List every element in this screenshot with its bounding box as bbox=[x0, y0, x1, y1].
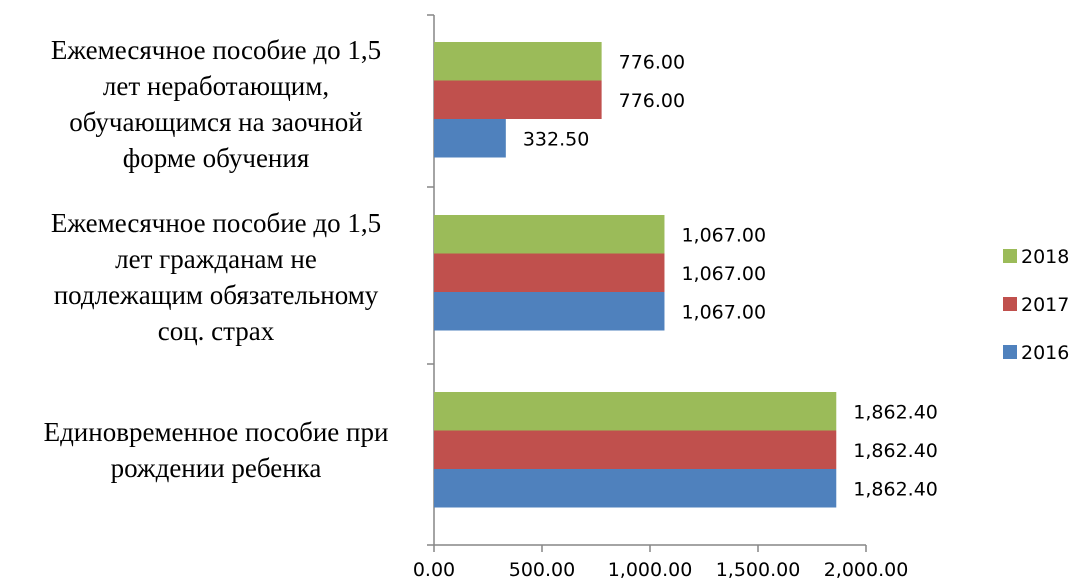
data-label: 776.00 bbox=[619, 90, 685, 112]
category-label: лет неработающим, bbox=[103, 71, 329, 101]
category-label: рождении ребенка bbox=[111, 453, 322, 483]
data-label: 1,862.40 bbox=[853, 401, 938, 423]
data-label: 1,067.00 bbox=[681, 301, 766, 323]
bar-2018 bbox=[434, 215, 665, 254]
legend-label: 2017 bbox=[1021, 294, 1069, 316]
category-label: лет гражданам не bbox=[115, 244, 317, 274]
bar-2017 bbox=[434, 80, 602, 119]
x-tick-label: 1,500.00 bbox=[716, 559, 801, 581]
category-label: подлежащим обязательному bbox=[54, 280, 379, 310]
bar-2016 bbox=[434, 119, 506, 158]
bar-2018 bbox=[434, 42, 602, 81]
x-tick-label: 0.00 bbox=[413, 559, 455, 581]
data-label: 1,067.00 bbox=[681, 263, 766, 285]
data-label: 1,862.40 bbox=[853, 440, 938, 462]
bar-2016 bbox=[434, 292, 665, 331]
x-tick-label: 1,000.00 bbox=[608, 559, 693, 581]
x-tick-label: 500.00 bbox=[509, 559, 575, 581]
category-label: обучающимся на заочной bbox=[69, 107, 363, 137]
x-tick-label: 2,000.00 bbox=[824, 559, 909, 581]
category-label: форме обучения bbox=[123, 143, 310, 173]
legend-swatch-2017 bbox=[1003, 297, 1017, 311]
bar-2017 bbox=[434, 430, 837, 469]
data-label: 1,862.40 bbox=[853, 478, 938, 500]
category-label: Ежемесячное пособие до 1,5 bbox=[51, 35, 381, 65]
data-label: 776.00 bbox=[619, 51, 685, 73]
bar-2018 bbox=[434, 392, 837, 431]
legend-label: 2018 bbox=[1021, 246, 1069, 268]
data-label: 1,067.00 bbox=[681, 224, 766, 246]
category-label: Единовременное пособие при bbox=[44, 417, 389, 447]
category-label: Ежемесячное пособие до 1,5 bbox=[51, 208, 381, 238]
legend-swatch-2018 bbox=[1003, 249, 1017, 263]
legend-label: 2016 bbox=[1021, 342, 1069, 364]
bar-2016 bbox=[434, 469, 837, 508]
data-label: 332.50 bbox=[523, 128, 589, 150]
legend-swatch-2016 bbox=[1003, 345, 1017, 359]
category-label: соц. страх bbox=[158, 316, 275, 346]
bar-2017 bbox=[434, 253, 665, 292]
